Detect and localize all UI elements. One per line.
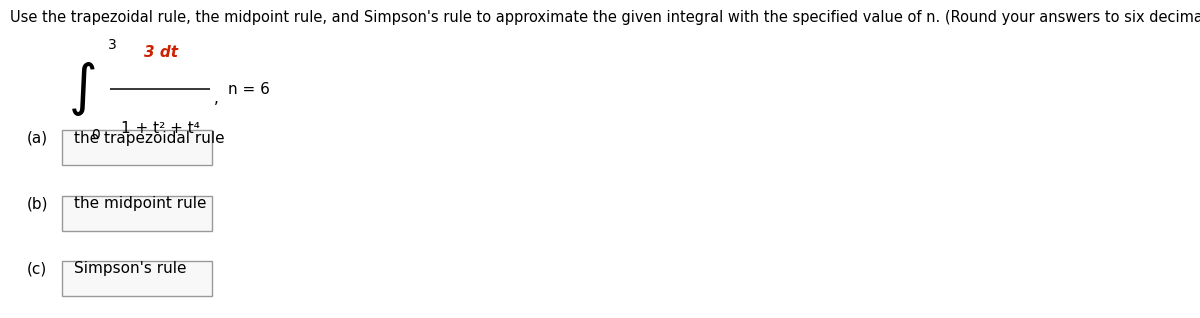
Text: 3: 3: [108, 38, 116, 52]
Text: (a): (a): [26, 131, 48, 146]
Text: n = 6: n = 6: [228, 81, 270, 97]
Text: ,: ,: [214, 91, 218, 106]
Text: 1 + t² + t⁴: 1 + t² + t⁴: [121, 121, 200, 136]
Bar: [62, 196, 212, 231]
Bar: [62, 261, 212, 296]
Text: Simpson's rule: Simpson's rule: [74, 261, 187, 276]
Text: (b): (b): [26, 196, 48, 211]
Text: 3 dt: 3 dt: [144, 45, 178, 60]
Text: 0: 0: [91, 128, 100, 142]
Text: the midpoint rule: the midpoint rule: [74, 196, 206, 211]
Text: the trapezoidal rule: the trapezoidal rule: [74, 131, 226, 146]
Bar: [62, 130, 212, 165]
Text: Use the trapezoidal rule, the midpoint rule, and Simpson's rule to approximate t: Use the trapezoidal rule, the midpoint r…: [10, 10, 1200, 24]
Text: $\int$: $\int$: [68, 60, 95, 118]
Text: (c): (c): [26, 261, 47, 276]
